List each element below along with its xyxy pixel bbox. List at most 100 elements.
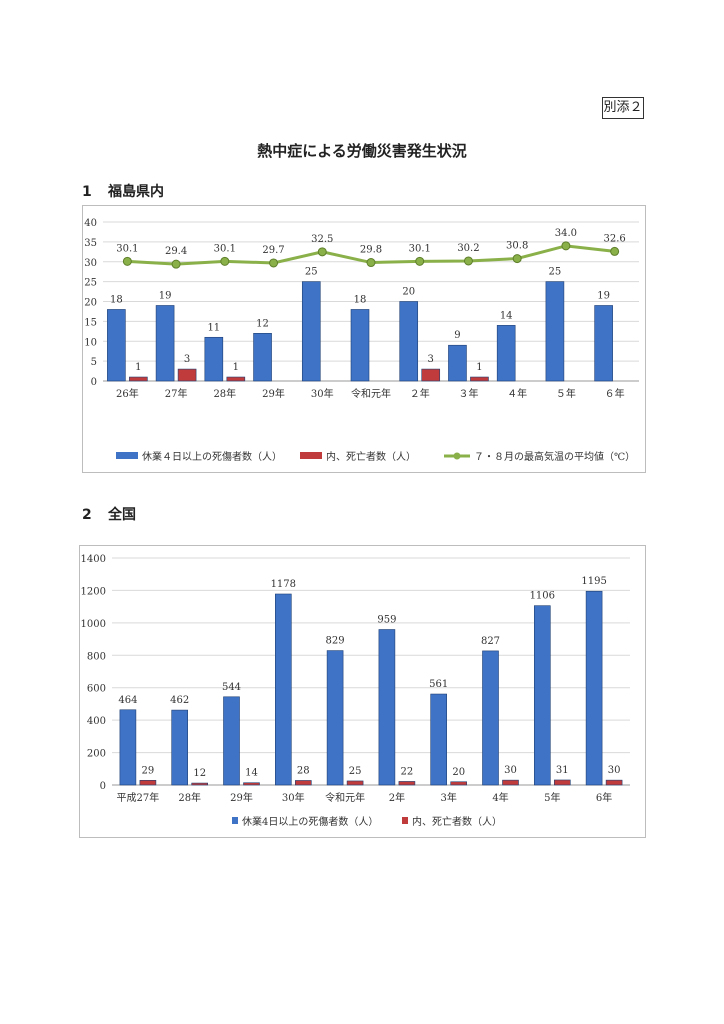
data-label: 25 xyxy=(549,267,562,278)
data-label: 1 xyxy=(233,362,239,373)
blue-bar xyxy=(107,309,126,382)
data-label: 462 xyxy=(170,695,189,706)
fukushima-chart: 0 5 10 15 20 25 30 35 40 26年 27年 28年 29年 30年 令和元年 ２年 ３年 ４… xyxy=(84,218,639,463)
red-bar xyxy=(243,782,260,786)
x-tick-label: ５年 xyxy=(556,387,576,400)
blue-bar xyxy=(275,593,292,786)
line-marker xyxy=(366,258,376,268)
national-chart: 0 200 400 600 800 1000 1200 1400 平成27年 28年 29年 30年 令… xyxy=(81,554,630,828)
x-tick-label: 28年 xyxy=(178,791,201,804)
data-label: 25 xyxy=(349,766,362,777)
blue-bar xyxy=(533,605,551,786)
data-label: 29 xyxy=(142,765,155,776)
data-label: 544 xyxy=(222,682,241,693)
red-bar xyxy=(346,780,364,786)
x-tick-label: 29年 xyxy=(262,387,285,400)
line-marker xyxy=(610,246,620,256)
data-label: 20 xyxy=(402,287,415,298)
blue-bar xyxy=(350,309,370,382)
red-bar xyxy=(226,376,246,382)
data-label: 1106 xyxy=(530,591,555,602)
x-tick-label: 30年 xyxy=(282,791,305,804)
line-data-label: 30.1 xyxy=(214,243,236,254)
y-tick-label: 1000 xyxy=(81,619,106,630)
blue-bar xyxy=(155,305,175,382)
red-bar xyxy=(191,782,208,786)
red-bar xyxy=(129,376,148,382)
red-bar xyxy=(139,779,157,786)
line-marker xyxy=(317,247,327,257)
data-label: 30 xyxy=(504,765,517,776)
red-bar xyxy=(553,779,571,786)
line-data-label: 29.7 xyxy=(262,245,284,256)
legend-label: 休業４日以上の死傷者数（人） xyxy=(142,450,282,463)
data-label: 561 xyxy=(429,679,448,690)
y-tick-label: 35 xyxy=(84,238,97,249)
x-tick-label: 令和元年 xyxy=(325,791,365,804)
data-label: 18 xyxy=(110,294,123,305)
data-label: 14 xyxy=(500,310,513,321)
data-label: 12 xyxy=(256,318,269,329)
blue-bar xyxy=(482,650,499,786)
blue-bar xyxy=(204,336,224,382)
red-bar xyxy=(470,376,489,382)
y-tick-label: 15 xyxy=(84,317,97,328)
y-tick-label: 0 xyxy=(91,377,97,388)
blue-bar xyxy=(448,344,467,382)
line-data-label: 30.8 xyxy=(506,241,528,252)
line-data-label: 30.1 xyxy=(116,243,138,254)
data-label: 19 xyxy=(597,290,610,301)
data-label: 31 xyxy=(556,765,569,776)
data-label: 3 xyxy=(184,354,190,365)
red-bar xyxy=(295,780,312,786)
data-label: 11 xyxy=(207,322,220,333)
section-title: 全国 xyxy=(108,507,136,523)
blue-bar xyxy=(378,629,396,786)
x-tick-label: 27年 xyxy=(165,387,188,400)
data-label: 827 xyxy=(481,636,500,647)
legend-color-key xyxy=(402,817,408,824)
line-data-label: 32.6 xyxy=(604,233,626,244)
data-label: 1178 xyxy=(271,579,296,590)
data-label: 1 xyxy=(135,362,141,373)
national-chart-frame: 0 200 400 600 800 1000 1200 1400 平成27年 28年 29年 30年 令… xyxy=(79,545,646,838)
line-marker xyxy=(171,259,181,269)
y-tick-label: 0 xyxy=(100,781,106,792)
y-tick-label: 5 xyxy=(91,357,97,368)
y-tick-label: 600 xyxy=(87,684,106,695)
y-tick-label: 30 xyxy=(84,258,97,269)
line-marker xyxy=(122,256,132,266)
blue-bar xyxy=(253,333,272,382)
legend-color-key xyxy=(116,452,138,459)
section-heading-fukushima: 1 福島県内 xyxy=(82,181,164,201)
x-tick-label: 29年 xyxy=(230,791,253,804)
x-tick-label: 26年 xyxy=(116,387,139,400)
fukushima-chart-frame: 0 5 10 15 20 25 30 35 40 26年 27年 28年 29年 30年 令和元年 ２年 ３年 ４… xyxy=(82,205,646,473)
data-label: 25 xyxy=(305,267,318,278)
blue-bar xyxy=(545,281,565,382)
red-bar xyxy=(398,781,416,786)
blue-bar xyxy=(326,650,344,786)
line-marker xyxy=(415,256,425,266)
x-tick-label: 2年 xyxy=(389,791,405,804)
blue-bar xyxy=(496,325,516,382)
line-marker xyxy=(561,241,571,251)
blue-bar xyxy=(119,709,137,786)
line-data-label: 34.0 xyxy=(555,228,577,239)
red-bar xyxy=(421,368,441,382)
data-label: 28 xyxy=(297,765,310,776)
line-marker xyxy=(220,256,230,266)
legend-label: 休業4日以上の死傷者数（人） xyxy=(242,815,378,828)
x-tick-label: ２年 xyxy=(410,387,430,400)
x-tick-label: 30年 xyxy=(311,387,334,400)
blue-bar xyxy=(223,696,240,786)
section-title: 福島県内 xyxy=(108,184,164,200)
x-tick-label: ４年 xyxy=(507,387,527,400)
data-label: 20 xyxy=(452,767,465,778)
line-data-label: 30.1 xyxy=(409,243,431,254)
x-tick-label: ６年 xyxy=(605,387,625,400)
y-tick-label: 200 xyxy=(87,749,106,760)
red-bar xyxy=(502,779,519,786)
legend-color-key xyxy=(232,817,238,824)
y-tick-label: 10 xyxy=(84,337,97,348)
